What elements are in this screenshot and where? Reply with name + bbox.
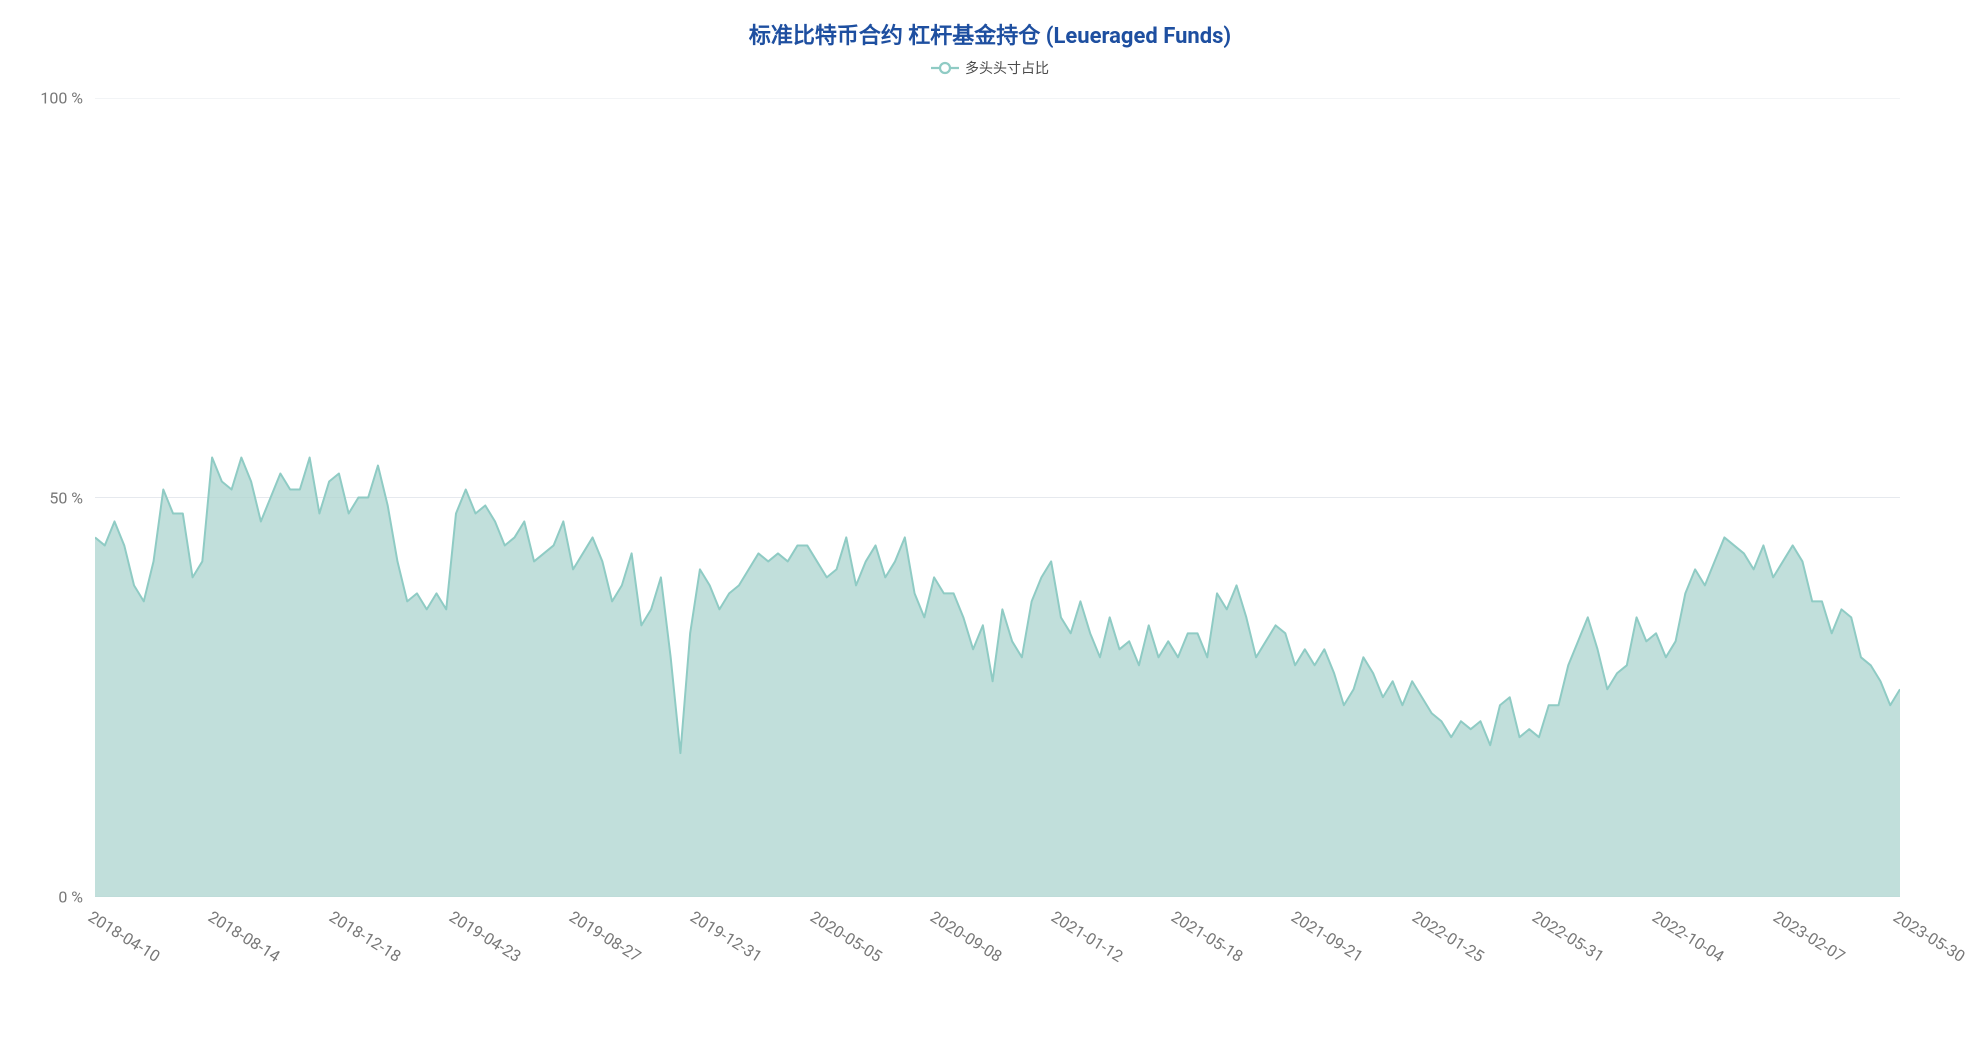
x-axis-tick-label: 2021-01-12 [1048, 907, 1127, 966]
plot-area: 0 %50 %100 %2018-04-102018-08-142018-12-… [95, 98, 1900, 1037]
x-axis-tick-label: 2023-05-30 [1890, 907, 1969, 966]
x-axis-tick-label: 2021-09-21 [1288, 907, 1367, 966]
area-chart-svg [95, 98, 1900, 897]
x-axis-tick-label: 2022-01-25 [1409, 907, 1488, 966]
x-axis-tick-label: 2018-04-10 [85, 907, 164, 966]
y-axis-tick-label: 0 % [13, 888, 83, 907]
legend-label: 多头头寸占比 [965, 58, 1049, 78]
y-axis-tick-label: 100 % [13, 89, 83, 108]
chart-legend: 多头头寸占比 [0, 58, 1980, 78]
x-axis-tick-label: 2020-05-05 [807, 907, 886, 966]
y-axis-tick-label: 50 % [13, 488, 83, 507]
x-axis-tick-label: 2019-08-27 [566, 907, 645, 966]
x-axis-tick-label: 2018-08-14 [205, 907, 284, 966]
chart-title: 标准比特币合约 杠杆基金持仓 (Leueraged Funds) [0, 0, 1980, 50]
x-axis-tick-label: 2021-05-18 [1168, 907, 1247, 966]
x-axis-tick-label: 2022-05-31 [1529, 907, 1608, 966]
chart-container: 标准比特币合约 杠杆基金持仓 (Leueraged Funds) 多头头寸占比 … [0, 0, 1980, 1031]
x-axis-tick-label: 2019-04-23 [446, 907, 525, 966]
x-axis-tick-label: 2019-12-31 [687, 907, 766, 966]
x-axis-tick-label: 2023-02-07 [1770, 907, 1849, 966]
legend-marker-icon [931, 61, 959, 75]
x-axis-tick-label: 2020-09-08 [927, 907, 1006, 966]
x-axis-tick-label: 2022-10-04 [1649, 907, 1728, 966]
x-axis-tick-label: 2018-12-18 [326, 907, 405, 966]
